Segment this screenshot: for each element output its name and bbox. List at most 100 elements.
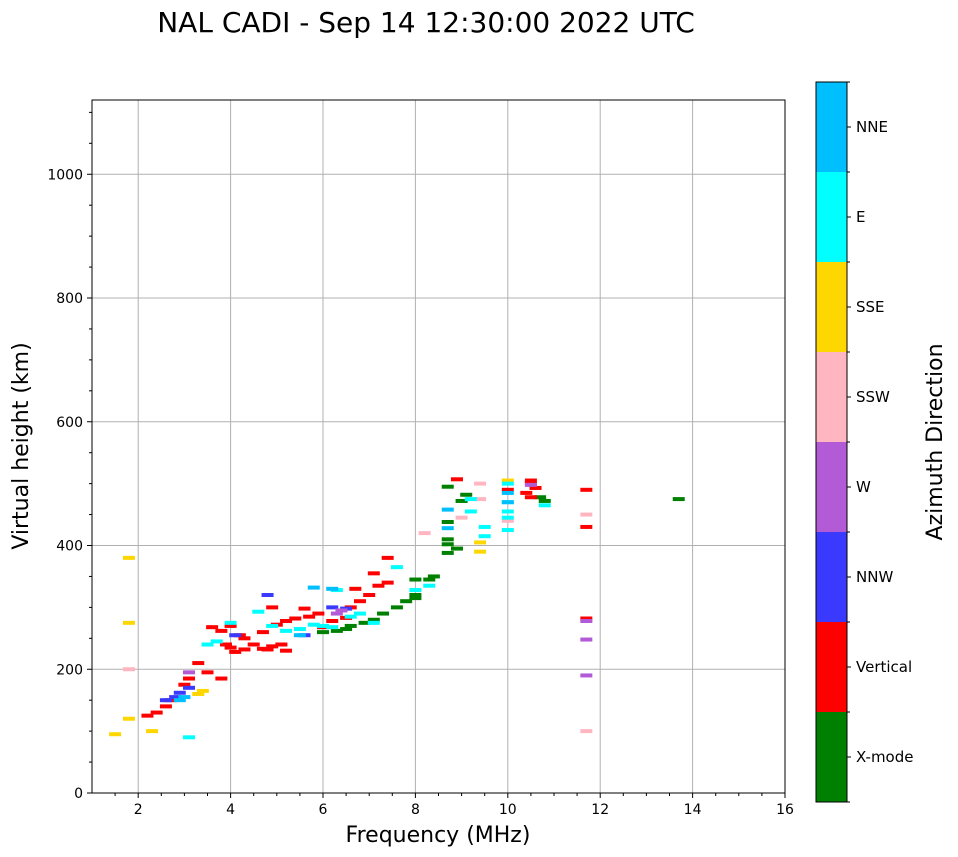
colorbar-segment-nne: [816, 82, 847, 172]
echo-point-vertical: [367, 571, 380, 576]
echo-point-e: [390, 565, 403, 570]
echo-point-x-mode: [367, 617, 380, 622]
echo-point-vertical: [159, 704, 172, 709]
echo-point-x-mode: [390, 605, 403, 610]
echo-point-vertical: [363, 593, 376, 597]
echo-point-sse: [122, 716, 135, 721]
echo-point-nne: [293, 633, 306, 638]
echo-point-x-mode: [427, 574, 440, 579]
echo-point-sse: [474, 549, 487, 554]
echo-point-ssw: [580, 729, 593, 734]
x-tick-label: 4: [226, 802, 235, 818]
echo-point-x-mode: [344, 623, 357, 628]
echo-point-vertical: [381, 555, 394, 560]
colorbar-segment-vertical: [816, 622, 847, 712]
echo-point-nnw: [169, 695, 182, 700]
echo-point-nne: [441, 526, 454, 531]
colorbar-tick-label: W: [856, 478, 871, 496]
echo-point-vertical: [215, 628, 228, 633]
x-tick-label: 8: [411, 802, 420, 818]
echo-point-x-mode: [377, 611, 390, 616]
echo-point-nne: [307, 585, 320, 590]
echo-point-e: [538, 503, 551, 508]
echo-point-vertical: [219, 642, 232, 647]
colorbar-label: Azimuth Direction: [923, 343, 948, 540]
echo-point-e: [353, 611, 366, 616]
echo-point-e: [501, 515, 514, 520]
echo-point-vertical: [280, 618, 293, 623]
echo-point-x-mode: [330, 628, 343, 633]
echo-point-x-mode: [317, 630, 329, 635]
echo-point-sse: [122, 555, 135, 560]
echo-point-vertical: [266, 605, 279, 610]
echo-point-vertical: [247, 642, 260, 647]
echo-point-x-mode: [400, 599, 413, 604]
echo-point-ssw: [455, 515, 468, 520]
echo-point-vertical: [266, 644, 279, 649]
echo-point-vertical: [275, 642, 288, 647]
echo-point-sse: [192, 692, 205, 696]
echo-point-x-mode: [441, 537, 454, 542]
echo-point-e: [501, 528, 514, 533]
echo-point-sse: [109, 732, 122, 737]
echo-point-w: [580, 618, 593, 623]
x-axis-label: Frequency (MHz): [346, 823, 531, 848]
echo-point-vertical: [256, 630, 269, 635]
echo-point-w: [330, 611, 343, 616]
x-tick-label: 14: [684, 802, 702, 818]
echo-point-vertical: [206, 625, 219, 630]
echo-point-e: [501, 509, 514, 514]
echo-point-vertical: [353, 599, 366, 604]
echo-point-vertical: [529, 485, 542, 490]
y-axis: 0 200 400 600 800 1000: [47, 111, 92, 802]
echo-point-vertical: [280, 648, 293, 653]
echo-point-w: [183, 670, 196, 675]
y-tick-label: 0: [74, 786, 83, 802]
echo-point-e: [478, 524, 491, 529]
x-axis: 2 4 6 8 10 12 14 16: [114, 793, 794, 818]
echo-point-x-mode: [455, 498, 468, 503]
chart-title: NAL CADI - Sep 14 12:30:00 2022 UTC: [157, 6, 695, 39]
echo-point-x-mode: [441, 542, 454, 547]
echo-point-vertical: [580, 524, 593, 529]
echo-point-vertical: [150, 710, 163, 715]
echo-point-x-mode: [672, 497, 685, 502]
echo-point-vertical: [326, 618, 339, 623]
echo-point-nne: [441, 507, 454, 512]
echo-point-vertical: [192, 661, 205, 666]
colorbar-segment-ssw: [816, 352, 847, 442]
y-axis-label: Virtual height (km): [9, 342, 34, 549]
echo-point-e: [464, 509, 477, 514]
echo-point-e: [423, 583, 436, 588]
echo-point-x-mode: [538, 498, 551, 503]
colorbar: X-mode Vertical NNW W SSW SSE E NNE: [815, 81, 913, 803]
colorbar-tick-label: E: [856, 208, 865, 226]
echo-point-vertical: [289, 616, 302, 621]
echo-point-vertical: [580, 616, 593, 621]
echo-point-sse: [501, 478, 514, 483]
echo-point-e: [478, 534, 491, 539]
echo-point-e: [317, 623, 329, 628]
echo-point-nne: [501, 500, 514, 505]
x-tick-label: 2: [134, 802, 143, 818]
echo-point-vertical: [303, 614, 316, 619]
echo-point-e: [210, 639, 223, 644]
echo-point-vertical: [261, 647, 274, 652]
echo-point-nnw: [261, 593, 274, 597]
echo-point-x-mode: [409, 596, 422, 601]
echo-point-vertical: [524, 495, 537, 500]
echo-point-ssw: [474, 497, 487, 502]
echo-point-w: [335, 608, 348, 613]
plot-area: [92, 100, 785, 793]
echo-point-e: [280, 628, 293, 633]
echo-point-nnw: [183, 685, 196, 690]
echo-point-vertical: [141, 713, 154, 718]
echo-point-e: [409, 588, 422, 593]
echo-point-x-mode: [358, 620, 371, 625]
x-tick-label: 6: [319, 802, 328, 818]
echo-point-nne: [178, 695, 191, 700]
echo-point-e: [252, 609, 265, 614]
colorbar-segment-e: [816, 172, 847, 262]
colorbar-tick-label: Vertical: [856, 658, 912, 676]
echo-point-vertical: [501, 487, 514, 492]
